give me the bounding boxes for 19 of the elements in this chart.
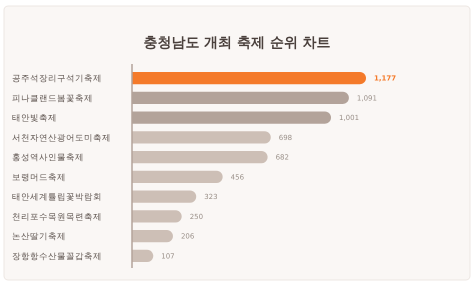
bar (132, 230, 173, 242)
y-tick-label: 논산딸기축제 (12, 232, 66, 242)
y-tick-label: 공주석장리구석기축제 (12, 74, 102, 84)
bar (132, 150, 268, 164)
bar (132, 131, 271, 144)
y-tick-label: 홍성역사인물축제 (12, 153, 84, 164)
y-tick-label: 장항항수산물꼴갑축제 (12, 252, 102, 262)
y-tick-label: 태안세계튤립꽃박람회 (12, 192, 102, 203)
bar (132, 250, 154, 262)
chart-title: 충청남도 개최 축제 순위 차트 (143, 35, 331, 51)
y-tick-label: 보령머드축제 (12, 172, 66, 183)
bar (132, 170, 223, 184)
bar (132, 210, 182, 223)
y-tick-label: 피나클랜드봄꽃축제 (12, 94, 93, 104)
y-tick-label: 태안빛축제 (12, 114, 57, 124)
y-tick-label: 천리포수목원목련축제 (12, 212, 102, 222)
bar (132, 190, 196, 203)
bar (132, 72, 366, 84)
y-tick-label: 서천자연산광어도미축제 (12, 133, 111, 144)
